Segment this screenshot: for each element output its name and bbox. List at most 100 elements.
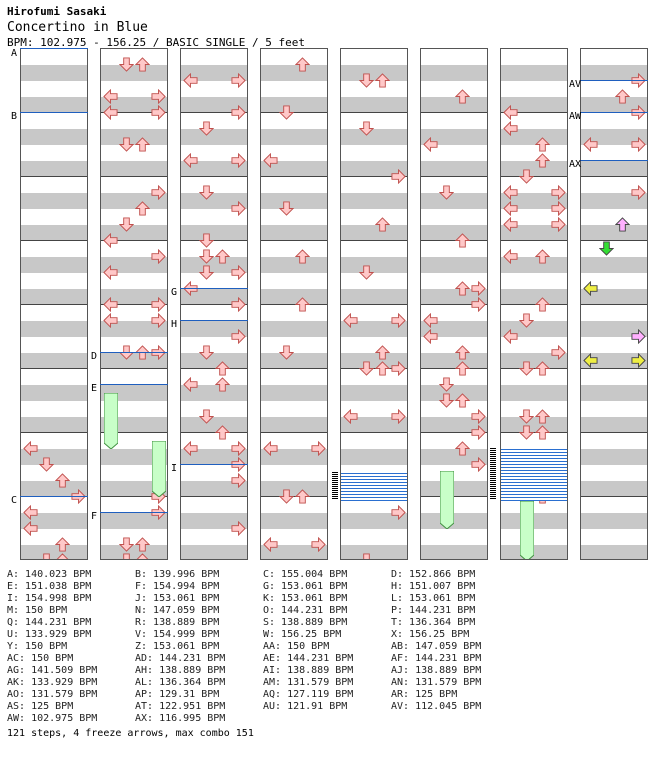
arrow-right-icon	[391, 168, 406, 185]
bpm-change-line	[580, 80, 648, 81]
bpm-change-marker: E	[91, 383, 98, 394]
bpm-change-entry: AG: 141.509 BPM	[7, 665, 98, 676]
arrow-up-icon	[374, 217, 391, 232]
arrow-up-icon	[374, 73, 391, 88]
arrow-right-icon	[391, 504, 406, 521]
measure-line	[101, 432, 167, 433]
measure-line	[181, 176, 247, 177]
arrow-down-icon	[438, 377, 455, 392]
arrow-right-icon	[391, 360, 406, 377]
arrow-up-icon	[54, 473, 71, 488]
measure-line	[581, 368, 647, 369]
arrow-left-icon	[103, 264, 118, 281]
bpm-change-entry: M: 150 BPM	[7, 605, 68, 616]
arrow-up-icon	[374, 361, 391, 376]
arrow-right-icon	[231, 440, 246, 457]
arrow-right-icon	[551, 216, 566, 233]
measure-line	[101, 112, 167, 113]
arrow-down-icon	[598, 241, 615, 256]
arrow-left-icon	[423, 328, 438, 345]
arrow-left-icon	[503, 328, 518, 345]
bpm-change-entry: V: 154.999 BPM	[135, 629, 220, 640]
arrow-right-icon	[231, 200, 246, 217]
arrow-up-icon	[454, 233, 471, 248]
arrow-down-icon	[518, 361, 535, 376]
arrow-right-icon	[231, 472, 246, 489]
arrow-up-icon	[454, 281, 471, 296]
arrow-down-icon	[198, 249, 215, 264]
arrow-left-icon	[263, 152, 278, 169]
arrow-up-icon	[534, 409, 551, 424]
measure-line	[421, 304, 487, 305]
arrow-left-icon	[503, 104, 518, 121]
arrow-right-icon	[151, 312, 166, 329]
bpm-change-entry: I: 154.998 BPM	[7, 593, 92, 604]
arrow-left-icon	[423, 136, 438, 153]
arrow-up-icon	[134, 201, 151, 216]
measure-line	[101, 368, 167, 369]
chart-column-7	[500, 48, 568, 560]
bpm-change-line	[20, 112, 88, 113]
chart-column-6	[420, 48, 488, 560]
arrow-down-icon	[118, 137, 135, 152]
arrow-left-icon	[343, 408, 358, 425]
arrow-up-icon	[534, 297, 551, 312]
arrow-left-icon	[103, 312, 118, 329]
arrow-left-icon	[263, 440, 278, 457]
bpm-change-entry: L: 153.061 BPM	[391, 593, 476, 604]
measure-line	[261, 112, 327, 113]
arrow-right-icon	[151, 296, 166, 313]
bpm-change-entry: P: 144.231 BPM	[391, 605, 476, 616]
bpm-change-marker: AV	[569, 79, 582, 90]
stop-marker-bar	[332, 472, 338, 500]
measure-line	[261, 304, 327, 305]
measure-line	[341, 368, 407, 369]
measure-line	[181, 496, 247, 497]
bpm-change-entry: AP: 129.31 BPM	[135, 689, 220, 700]
measure-line	[21, 176, 87, 177]
arrow-down-icon	[438, 185, 455, 200]
arrow-left-icon	[583, 136, 598, 153]
bpm-change-marker: B	[11, 111, 18, 122]
arrow-down-icon	[118, 217, 135, 232]
arrow-right-icon	[231, 152, 246, 169]
arrow-right-icon	[471, 296, 486, 313]
arrow-left-icon	[103, 232, 118, 249]
measure-line	[581, 432, 647, 433]
arrow-up-icon	[454, 361, 471, 376]
bpm-change-entry: K: 153.061 BPM	[263, 593, 348, 604]
bpm-change-line	[20, 496, 88, 497]
arrow-down-icon	[38, 457, 55, 472]
bpm-change-line	[580, 160, 648, 161]
bpm-change-marker: A	[11, 48, 18, 59]
bpm-change-entry: AW: 102.975 BPM	[7, 713, 98, 724]
bpm-change-entry: AI: 138.889 BPM	[263, 665, 354, 676]
stop-region	[501, 449, 567, 501]
measure-line	[501, 176, 567, 177]
arrow-left-icon	[183, 440, 198, 457]
arrow-up-icon	[454, 393, 471, 408]
measure-line	[421, 368, 487, 369]
arrow-right-icon	[231, 264, 246, 281]
arrow-left-icon	[583, 352, 598, 369]
measure-line	[261, 496, 327, 497]
arrow-up-icon	[135, 553, 150, 559]
measure-line	[101, 496, 167, 497]
step-summary: 121 steps, 4 freeze arrows, max combo 15…	[7, 728, 254, 739]
bpm-change-entry: AC: 150 BPM	[7, 653, 74, 664]
bpm-change-marker: I	[171, 463, 178, 474]
arrow-down-icon	[198, 233, 215, 248]
measure-line	[581, 176, 647, 177]
measure-line	[181, 112, 247, 113]
arrow-down-icon	[358, 121, 375, 136]
measure-line	[421, 176, 487, 177]
arrow-left-icon	[503, 200, 518, 217]
arrow-right-icon	[231, 296, 246, 313]
bpm-change-entry: R: 138.889 BPM	[135, 617, 220, 628]
arrow-left-icon	[23, 520, 38, 537]
arrow-up-icon	[214, 377, 231, 392]
arrow-up-icon	[294, 489, 311, 504]
arrow-down-icon	[358, 361, 375, 376]
arrow-left-icon	[503, 216, 518, 233]
bpm-change-entry: AX: 116.995 BPM	[135, 713, 226, 724]
